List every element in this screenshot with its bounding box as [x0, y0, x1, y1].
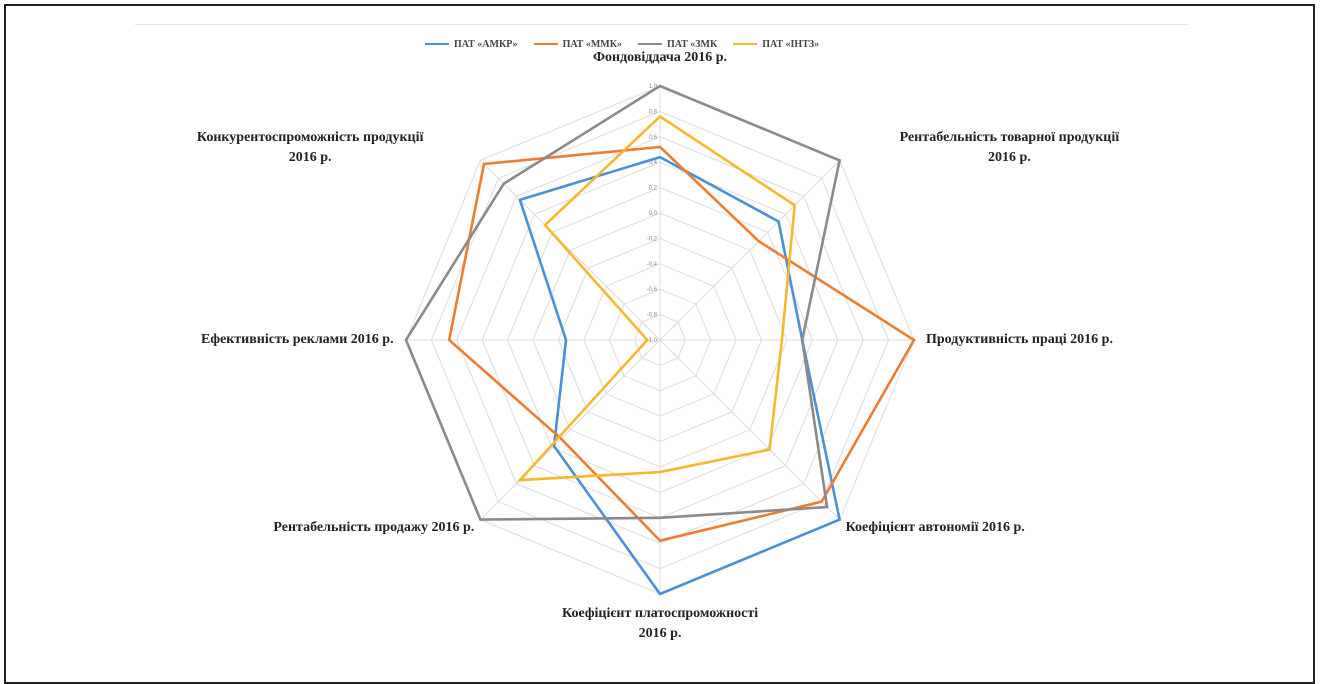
series-line [516, 114, 797, 482]
grid-spoke [480, 160, 661, 341]
tick-label: -1,0 [647, 338, 658, 344]
legend-label: ПАТ «ММК» [562, 38, 622, 50]
tick-label: -0,6 [647, 287, 658, 293]
axis-label-line: Коефіцієнт платоспроможності [562, 606, 759, 621]
axis-label-line: Рентабельність продажу 2016 р. [273, 519, 475, 535]
tick-label: 0,2 [649, 186, 658, 192]
axis-label: Коефіцієнт автономії 2016 р. [846, 518, 1025, 538]
grid-spoke [480, 339, 661, 520]
axis-label: Ефективність реклами 2016 р. [201, 330, 394, 350]
axis-label-line: 2016 р. [638, 626, 682, 641]
legend-item: ПАТ «ММК» [533, 38, 622, 50]
legend-swatch [733, 43, 758, 45]
legend-swatch [533, 43, 558, 45]
series-line [447, 145, 916, 543]
axis-label-line: Коефіцієнт автономії 2016 р. [845, 519, 1025, 535]
axis-label: Конкурентоспроможність продукції 2016 р. [197, 128, 424, 168]
series-line [518, 155, 842, 596]
tick-label: 0,0 [649, 211, 658, 217]
axis-label-line: Фондовіддача 2016 р. [593, 50, 728, 65]
tick-label: -0,8 [647, 313, 658, 319]
tick-label: -0,2 [647, 236, 658, 242]
legend-label: ПАТ «ІНТЗ» [762, 38, 820, 50]
tick-label: 1,0 [649, 84, 658, 90]
legend: ПАТ «АМКР» ПАТ «ММК» ПАТ «ЗМК ПАТ «ІНТЗ» [425, 37, 819, 51]
tick-label: -0,4 [647, 262, 658, 268]
legend-label: ПАТ «АМКР» [454, 38, 518, 50]
axis-label-line: 2016 р. [987, 150, 1031, 166]
legend-item: ПАТ «ІНТЗ» [733, 39, 819, 50]
plot-area-border [135, 24, 1188, 25]
axis-label: Фондовіддача 2016 р. [593, 48, 727, 68]
axis-label: Рентабельність продажу 2016 р. [273, 518, 474, 538]
tick-label: 0,6 [649, 135, 658, 141]
legend-item: ПАТ «АМКР» [425, 39, 518, 50]
axis-label-line: Конкурентоспроможність продукції [196, 130, 424, 146]
axis-label-line: Ефективність реклами 2016 р. [201, 332, 394, 347]
axis-label: Рентабельність товарної продукції 2016 р. [900, 128, 1120, 168]
axis-label: Продуктивність праці 2016 р. [926, 330, 1113, 350]
radar-chart: 1,0 0,8 0,6 0,4 0,2 0,0 -0,2 -0,4 -0,6 -0,8 -1,0 [404, 84, 916, 596]
tick-label: 0,4 [649, 160, 658, 166]
axis-label-line: Рентабельність товарної продукції [899, 130, 1120, 146]
grid-spoke [659, 160, 840, 341]
series-line [404, 84, 842, 521]
axis-label-line: Продуктивність праці 2016 р. [926, 332, 1113, 347]
axis-label: Коефіцієнт платоспроможності 2016 р. [562, 604, 758, 644]
legend-label: ПАТ «ЗМК [666, 38, 718, 50]
legend-item: ПАТ «ЗМК [637, 38, 718, 50]
legend-swatch [425, 43, 449, 45]
legend-swatch [637, 43, 662, 45]
axis-label-line: 2016 р. [288, 150, 332, 166]
grid-spoke [659, 339, 840, 520]
tick-label: 0,8 [649, 109, 658, 115]
